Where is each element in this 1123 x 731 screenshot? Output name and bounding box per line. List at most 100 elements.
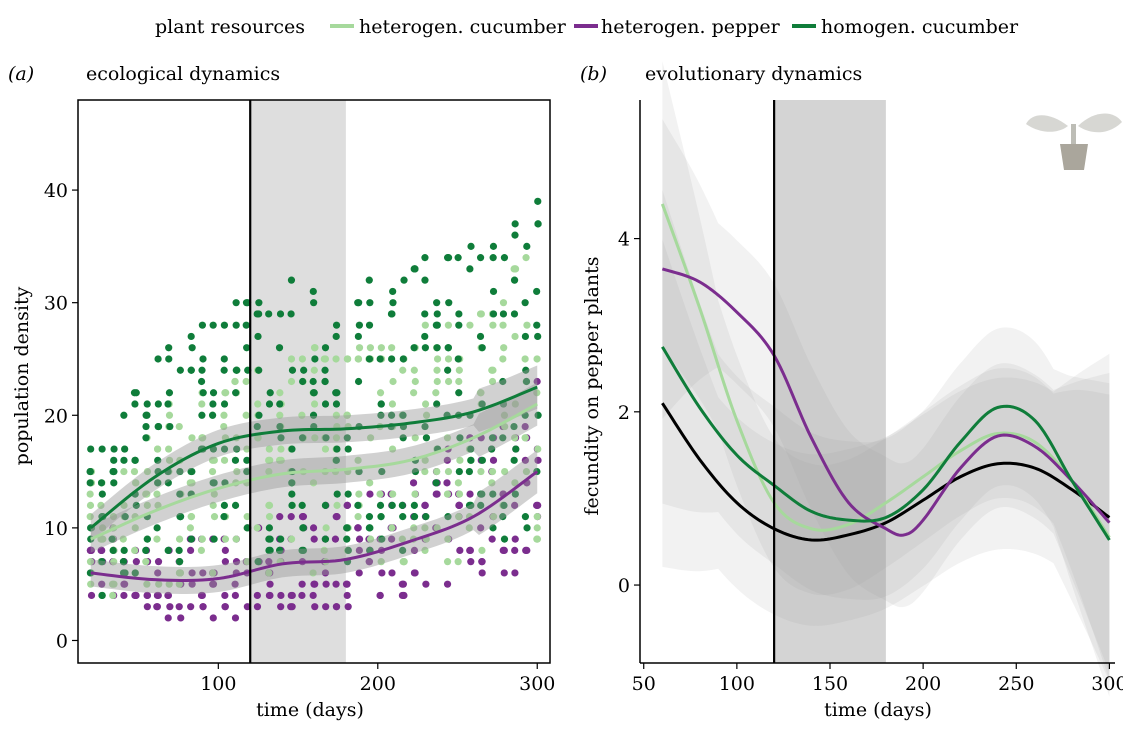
panel-a-point [355,546,363,555]
panel-a-point [221,591,229,600]
panel-a-point [443,456,451,464]
panel-a-point [155,580,163,588]
panel-a-point [387,411,396,419]
panel-a-point [422,513,430,521]
panel-a-point [130,389,139,397]
panel-a-point [97,546,106,555]
panel-a-point [175,558,184,566]
panel-a-point [288,490,296,498]
panel-a-point [411,265,419,273]
panel-a-point [154,456,162,464]
panel-a-point [222,389,230,397]
panel-a-point [410,513,419,521]
panel-a-point [366,299,374,307]
panel-a-point [389,287,397,296]
panel-a-point [154,400,162,408]
panel-a-point [320,355,328,363]
panel-a-point [153,524,161,532]
panel-a-point [233,445,241,453]
panel-a-point [467,242,475,250]
panel-a-point [209,501,217,509]
panel-a-point [488,377,497,386]
panel-a-point [433,355,442,363]
panel-a-point [478,344,486,352]
panel-a-point [198,366,206,374]
panel-a-point [500,411,509,419]
panel-a-point [321,400,330,408]
panel-a-point [489,321,497,329]
panel-a-point [210,513,219,521]
panel-a-point [142,422,150,431]
panel-a-point [109,546,117,555]
panel-a-point [177,513,185,521]
panel-a-point [343,434,351,442]
panel-a-point [288,479,296,487]
panel-a-point [389,490,397,498]
panel-a-point [443,558,452,566]
panel-a-point [444,366,452,374]
panel-a-point [354,501,362,509]
panel-a-point [164,546,172,555]
panel-a-point [120,546,128,555]
panel-a-point [143,535,151,543]
panel-a-point [500,535,509,543]
panel-a-point [275,456,284,464]
panel-a-point [233,366,241,374]
panel-a-point [309,479,318,487]
panel-a-point [220,422,228,431]
panel-a-point [265,569,273,577]
panel-a-point [298,513,307,521]
panel-a-point [399,366,407,374]
panel-a-point [376,490,384,498]
panel-a-point [231,456,240,464]
panel-a-point [199,603,207,611]
panel-a-point [299,377,307,386]
panel-a-point [522,377,531,386]
panel-a-point [465,467,473,476]
panel-a-point [454,558,462,566]
panel-a-point [287,276,296,284]
panel-a-point [499,434,507,442]
panel-a-xtick-label: 300 [519,673,555,695]
panel-a-point [187,603,195,611]
panel-a-point [398,535,406,543]
panel-a-point [456,456,464,464]
panel-a-point [255,366,263,374]
panel-a-point [410,546,419,555]
panel-a-point [354,355,363,363]
panel-a-point [143,591,151,600]
panel-a-point [355,535,364,543]
panel-a-point [253,524,261,532]
panel-a-point [153,535,161,543]
panel-a-point [164,591,172,600]
panel-a-point [477,467,485,476]
panel-a-point [232,389,240,397]
panel-a-point [511,569,519,577]
panel-a-point [454,479,462,487]
panel-a-point [321,377,329,386]
panel-a-point [455,377,463,386]
panel-a-point [333,490,341,498]
legend-label-heterogen-cucumber: heterogen. cucumber [359,16,567,38]
panel-a-point [108,535,116,543]
panel-a-point [355,344,364,352]
panel-a-point [344,355,352,363]
panel-a-point [511,479,519,487]
panel-a-point [399,546,407,555]
panel-a-point [377,411,385,419]
panel-a-point [511,332,519,341]
panel-a-point [377,400,385,408]
panel-a-point [188,479,196,487]
panel-a-point [198,400,206,408]
panel-a-point [499,377,507,386]
panel-b-xlabel: time (days) [824,699,932,721]
panel-a-point [331,535,340,543]
panel-a-point [489,513,498,521]
panel-a-point [489,254,497,262]
panel-a-point [444,344,452,352]
panel-b-ci-band-homogen-cucumber [662,190,1110,697]
panel-a-point [344,490,352,498]
panel-a-point [220,445,229,453]
panel-a-point [443,434,452,442]
panel-a-point [311,603,319,611]
